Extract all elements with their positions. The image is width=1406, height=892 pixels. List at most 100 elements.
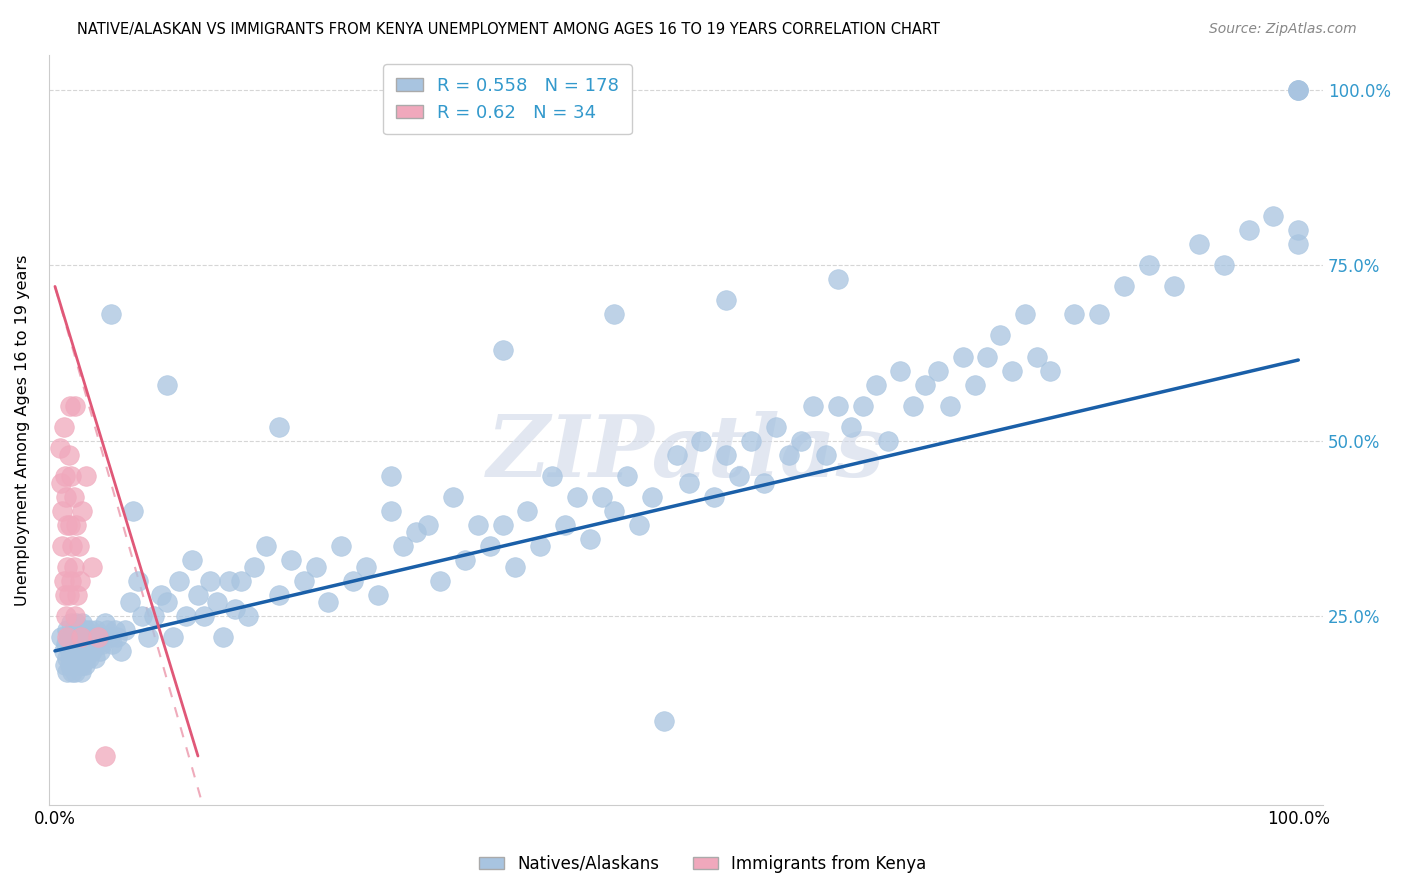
Point (1039, 363, 1062, 377)
Point (90, 630, 112, 644)
Point (82, 559, 104, 574)
Point (63, 651, 86, 665)
Point (839, 419, 862, 434)
Point (1286, 223, 1309, 237)
Point (516, 504, 538, 518)
Point (52, 644, 75, 658)
Point (1063, 308, 1085, 322)
Point (58, 448, 80, 462)
Point (53, 657, 76, 672)
Point (491, 343, 513, 357)
Point (1286, 83, 1309, 97)
Point (392, 539, 415, 553)
Point (66, 630, 89, 644)
Point (65, 644, 87, 658)
Point (65, 657, 87, 672)
Point (75, 651, 97, 665)
Point (59, 657, 82, 672)
Point (70, 630, 93, 644)
Point (267, 588, 290, 602)
Point (62, 559, 84, 574)
Point (988, 328, 1011, 343)
Point (56, 630, 79, 644)
Point (441, 490, 464, 504)
Point (193, 608, 215, 623)
Point (56, 623, 79, 637)
Point (329, 539, 352, 553)
Point (180, 553, 202, 567)
Point (56, 665, 79, 679)
Point (716, 448, 738, 462)
Point (405, 524, 427, 539)
Point (628, 517, 651, 532)
Point (1286, 237, 1309, 252)
Point (63, 665, 86, 679)
Point (82, 630, 104, 644)
Point (416, 517, 439, 532)
Point (292, 574, 315, 588)
Legend: Natives/Alaskans, Immigrants from Kenya: Natives/Alaskans, Immigrants from Kenya (472, 848, 934, 880)
Point (83, 651, 105, 665)
Point (56, 559, 79, 574)
Text: ZIPatlas: ZIPatlas (486, 411, 884, 494)
Point (143, 608, 166, 623)
Point (765, 419, 787, 434)
Point (72, 637, 94, 651)
Point (342, 574, 364, 588)
Point (84, 623, 107, 637)
Point (976, 350, 998, 364)
Point (72, 657, 94, 672)
Point (318, 595, 340, 609)
Point (603, 504, 626, 518)
Point (814, 448, 837, 462)
Point (75, 637, 97, 651)
Point (70, 630, 93, 644)
Point (491, 517, 513, 532)
Point (541, 468, 564, 483)
Point (69, 651, 91, 665)
Point (98, 630, 121, 644)
Point (60, 630, 83, 644)
Point (243, 559, 266, 574)
Text: Source: ZipAtlas.com: Source: ZipAtlas.com (1209, 22, 1357, 37)
Point (790, 434, 813, 448)
Point (69, 637, 91, 651)
Point (1286, 83, 1309, 97)
Point (79, 637, 101, 651)
Point (963, 377, 986, 392)
Point (1286, 83, 1309, 97)
Legend: R = 0.558   N = 178, R = 0.62   N = 34: R = 0.558 N = 178, R = 0.62 N = 34 (384, 64, 631, 135)
Point (62, 657, 84, 672)
Point (156, 595, 179, 609)
Point (479, 539, 502, 553)
Point (67, 657, 90, 672)
Point (69, 644, 91, 658)
Point (1114, 279, 1136, 293)
Point (1263, 210, 1285, 224)
Point (554, 517, 576, 532)
Point (114, 623, 136, 637)
Point (49, 441, 72, 455)
Point (852, 399, 875, 413)
Point (652, 714, 675, 728)
Point (174, 608, 197, 623)
Point (89, 644, 111, 658)
Point (122, 504, 145, 518)
Point (591, 490, 613, 504)
Point (93, 615, 115, 630)
Point (100, 308, 122, 322)
Point (51, 539, 73, 553)
Point (51, 475, 73, 490)
Point (429, 574, 451, 588)
Point (65, 517, 87, 532)
Point (70, 665, 93, 679)
Point (60, 644, 83, 658)
Point (60, 574, 83, 588)
Point (665, 448, 688, 462)
Point (52, 419, 75, 434)
Point (58, 588, 80, 602)
Point (76, 644, 98, 658)
Point (200, 574, 222, 588)
Point (58, 630, 80, 644)
Point (67, 623, 90, 637)
